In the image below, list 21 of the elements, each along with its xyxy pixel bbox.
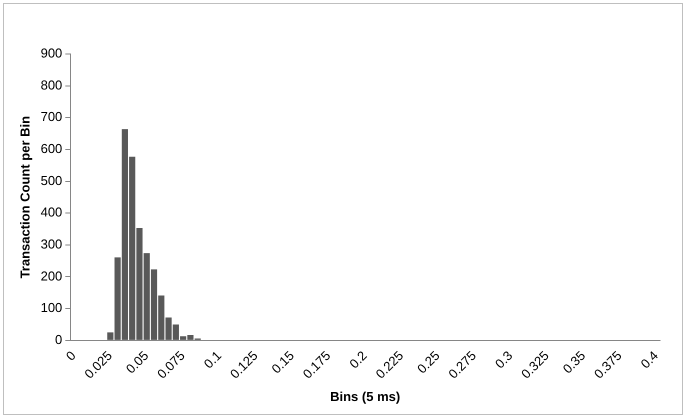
y-tick-label: 300	[40, 236, 62, 252]
y-tick-label: 200	[40, 268, 62, 284]
x-tick-label: 0.15	[268, 348, 297, 376]
x-tick-label: 0.4	[638, 348, 662, 372]
x-tick-label: 0.2	[346, 348, 370, 372]
x-tick-label: 0.05	[122, 348, 152, 376]
y-tick-label: 400	[40, 204, 62, 220]
x-tick-label: 0.1	[200, 348, 224, 372]
y-tick-label: 800	[40, 77, 62, 92]
y-tick-label: 500	[40, 172, 62, 188]
x-tick-label: 0.35	[560, 348, 588, 376]
y-tick-label: 600	[40, 141, 62, 156]
y-tick-label: 100	[40, 300, 62, 316]
x-tick-label: 0.3	[492, 348, 516, 372]
y-axis-title: Transaction Count per Bin	[17, 116, 32, 278]
y-tick-label: 0	[55, 332, 62, 347]
x-axis-title: Bins (5 ms)	[330, 388, 400, 404]
x-tick-label: 0	[62, 348, 79, 364]
y-tick-label: 700	[40, 109, 62, 124]
x-tick-label: 0.25	[414, 348, 443, 376]
y-tick-label: 900	[40, 46, 62, 61]
